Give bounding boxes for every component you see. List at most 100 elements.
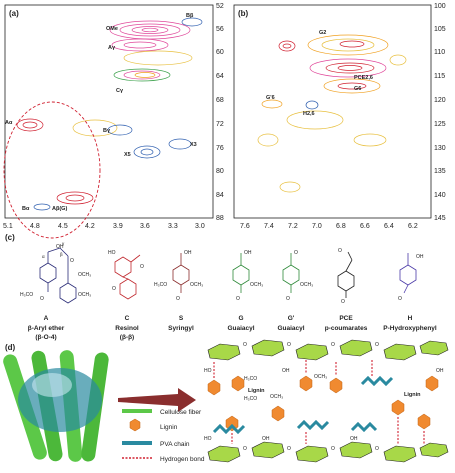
contour-ome: [141, 27, 159, 33]
contour-left: [282, 43, 292, 49]
peak-label: Bγ: [103, 128, 111, 134]
chem-text: O: [375, 342, 379, 348]
contour-h26: [305, 100, 319, 110]
chem-text: O: [112, 286, 116, 292]
a-ytick: 80: [216, 168, 224, 175]
legend-pva-swatch: [122, 441, 152, 445]
peak-label: Aγ: [108, 45, 116, 51]
b-xtick: 6.6: [360, 223, 370, 230]
contour-abeta: [65, 194, 85, 202]
contour-yellow: [123, 50, 193, 66]
b-ytick: 100: [434, 3, 446, 10]
b-xtick: 6.4: [384, 223, 394, 230]
contour-g6: [323, 78, 381, 94]
glucose-ring: [419, 442, 449, 458]
ring: [59, 282, 77, 304]
peak-label: G2: [319, 30, 326, 36]
panel-c-label: (c): [5, 233, 15, 242]
structure-c: [114, 254, 141, 300]
chem-text: HO: [204, 368, 212, 374]
legend-lignin-swatch: [129, 418, 141, 432]
contour-left: [278, 40, 296, 52]
contour-cgamma: [123, 70, 161, 80]
chem-text: O: [338, 248, 342, 254]
chem-text: O: [243, 446, 247, 452]
contour-abeta: [56, 191, 94, 205]
contour-balpha: [33, 203, 51, 211]
network-lignin-label: Lignin: [248, 388, 265, 394]
ring: [39, 262, 57, 284]
chem-text: H₃CO: [154, 282, 167, 288]
contour-aalpha: [16, 118, 44, 132]
legend-label: Hydrogen bond: [160, 456, 205, 463]
chem-text: HO: [108, 250, 116, 256]
panel-b-label: (b): [238, 9, 249, 18]
panel-d: (d) Cellulose fiber Lignin PVA chain Hyd…: [3, 339, 449, 463]
ring: [114, 256, 132, 278]
contour-ome: [109, 20, 191, 40]
bond: [345, 259, 353, 272]
glucose-ring: [419, 340, 449, 356]
chem-text: OH: [436, 368, 444, 374]
contour-x5: [140, 148, 154, 156]
chem-text: OCH₃: [300, 282, 313, 288]
structure-letter: PCE: [339, 315, 353, 322]
panel-a-label: (a): [9, 9, 19, 18]
peak-label: OMe: [106, 26, 118, 32]
chem-text: β: [60, 252, 63, 257]
contour-x5: [133, 145, 161, 159]
a-xtick: 4.5: [58, 223, 68, 230]
chem-text: O: [236, 296, 240, 302]
contour-aalpha: [22, 121, 38, 129]
peak-label: Cγ: [116, 88, 124, 94]
peak-label: Aα: [5, 120, 13, 126]
chem-text: OH: [350, 436, 358, 442]
bond: [47, 247, 61, 253]
a-ytick: 56: [216, 26, 224, 33]
structure-a: [39, 247, 77, 304]
bond: [122, 276, 129, 280]
chem-text: OCH₃: [78, 292, 91, 298]
b-ytick: 110: [434, 49, 445, 56]
hydrogen-bonds: [213, 360, 425, 444]
pva-chain: [212, 423, 246, 435]
a-ytick: 84: [216, 192, 224, 199]
contour-cgamma: [134, 72, 156, 78]
chem-text: O: [287, 446, 291, 452]
contour-yellow-b: [389, 54, 407, 66]
peak-label: Bα: [22, 206, 30, 212]
ring: [232, 264, 250, 286]
legend-label: Lignin: [160, 424, 178, 431]
chem-text: OH: [184, 250, 192, 256]
structure-letter: A: [44, 315, 49, 322]
cellulose-chain-top: [207, 339, 449, 361]
a-ytick: 60: [216, 49, 224, 56]
structure-g-prime: [282, 253, 300, 293]
bond: [59, 247, 69, 257]
chem-text: H₃CO: [244, 376, 257, 382]
structure-name: P-Hydroxyphenyl: [383, 325, 437, 332]
ring: [337, 270, 355, 292]
structure-name: Guaiacyl: [277, 325, 304, 332]
chem-text: O: [294, 250, 298, 256]
a-xtick: 3.6: [140, 223, 150, 230]
a-ytick: 52: [216, 3, 224, 10]
b-ytick: 145: [434, 215, 446, 222]
structure-pce: [337, 251, 355, 298]
glucose-ring: [295, 343, 329, 361]
contour-bgamma: [107, 124, 133, 136]
chem-text: OH: [282, 368, 290, 374]
structure-letter: G': [288, 315, 295, 322]
ring: [399, 264, 417, 286]
a-xtick: 3.3: [168, 223, 178, 230]
chem-text: H₃CO: [20, 292, 33, 298]
a-xtick: 3.0: [195, 223, 205, 230]
chem-text: O: [286, 296, 290, 302]
structure-sub: (β-O-4): [35, 334, 56, 341]
a-xtick: 4.2: [85, 223, 95, 230]
chem-text: HO: [204, 436, 212, 442]
b-xtick: 7.2: [288, 223, 298, 230]
legend-cellulose-swatch: [122, 409, 152, 413]
chem-text: O: [375, 446, 379, 452]
panel-a-x-ticks: 5.1 4.8 4.5 4.2 3.9 3.6 3.3 3.0: [3, 223, 205, 230]
